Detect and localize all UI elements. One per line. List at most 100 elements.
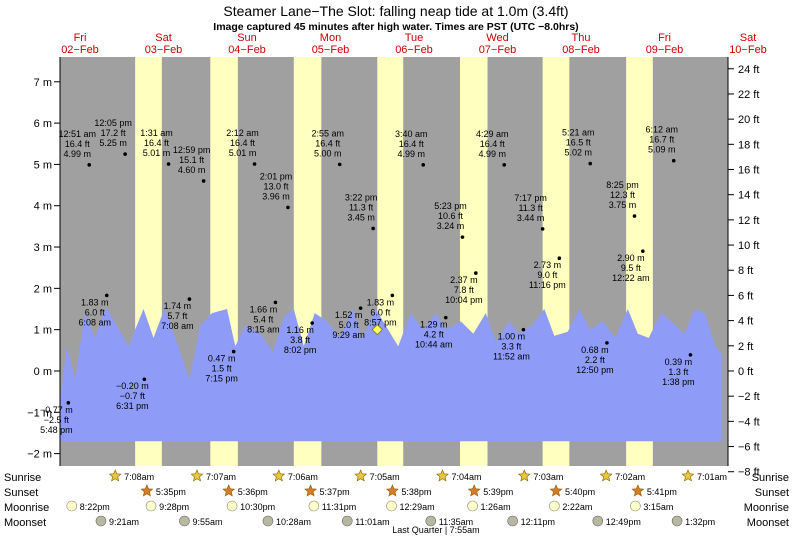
tide-m-8: 0.47 m <box>208 354 236 364</box>
moonrise-time-5: 1:26am <box>481 502 511 512</box>
sunset-time-6: 5:41pm <box>647 487 677 497</box>
sunset-icon-4 <box>467 484 481 497</box>
tide-m-19: 3.24 m <box>437 221 465 231</box>
tide-time-26: 12:50 pm <box>576 365 614 375</box>
right-tick-label-12: 16 ft <box>738 165 759 177</box>
moonset-icon-2 <box>262 515 274 527</box>
moonrise-time-3: 11:31pm <box>322 502 356 512</box>
day-date-3: 05−Feb <box>312 44 350 56</box>
tide-ft-19: 10.6 ft <box>438 211 464 221</box>
right-tick-label-0: −8 ft <box>738 467 760 479</box>
moonrise-icon-0 <box>66 500 78 512</box>
moonrise-icon-5 <box>467 500 478 512</box>
sunrise-icon-4 <box>436 469 449 482</box>
right-tick-label-3: −2 ft <box>738 391 760 403</box>
left-tick-label-7: 5 m <box>34 159 52 171</box>
tide-ft-26: 2.2 ft <box>585 355 606 365</box>
tide-point-18 <box>443 315 448 320</box>
day-dow-3: Mon <box>320 32 341 44</box>
left-tick-label-0: −2 m <box>27 449 52 461</box>
day-date-0: 02−Feb <box>61 44 99 56</box>
tide-m-23: 3.44 m <box>517 213 545 223</box>
tide-ft-20: 7.8 ft <box>454 285 475 295</box>
tide-point-14 <box>358 306 363 310</box>
tide-ft-12: 3.8 ft <box>290 335 311 345</box>
tide-m-4: −0.20 m <box>116 381 149 391</box>
tide-point-9 <box>252 162 257 166</box>
day-dow-7: Fri <box>658 32 671 44</box>
tide-m-28: 2.90 m <box>617 253 645 263</box>
tide-ft-27: 12.3 ft <box>610 190 636 200</box>
tide-m-18: 1.29 m <box>420 320 448 330</box>
day-dow-0: Fri <box>74 32 87 44</box>
day-dow-5: Wed <box>486 32 508 44</box>
moon-phase-label: Last Quarter | 7:55am <box>392 525 479 535</box>
sunrise-time-4: 7:04am <box>451 472 481 482</box>
tide-point-4 <box>142 377 147 382</box>
tide-ft-14: 5.0 ft <box>339 320 360 330</box>
tide-ft-25: 16.5 ft <box>566 138 592 148</box>
sunrise-time-6: 7:02am <box>615 472 645 482</box>
sunrise-icon-6 <box>599 469 613 482</box>
tide-m-9: 5.01 m <box>229 148 257 158</box>
tide-time-21: 4:29 am <box>476 129 509 139</box>
tide-time-14: 9:29 am <box>332 330 365 340</box>
day-date-4: 06−Feb <box>395 44 433 56</box>
current-position-marker <box>371 324 383 336</box>
moonrise-time-4: 12:29am <box>400 502 435 512</box>
moonset-icon-3 <box>341 515 353 527</box>
left-tick-label-2: 0 m <box>34 366 52 378</box>
moonrise-icon-4 <box>386 500 397 512</box>
sunset-icon-5 <box>549 484 563 497</box>
day-dow-6: Thu <box>572 32 591 44</box>
moonrise-icon-7 <box>630 500 641 512</box>
moonrise-icon-6 <box>549 500 560 512</box>
tide-time-25: 5:21 am <box>562 128 595 138</box>
day-date-1: 03−Feb <box>145 44 183 56</box>
moonrise-icon-1 <box>145 500 157 512</box>
sunrise-time-2: 7:06am <box>288 472 318 482</box>
tide-point-8 <box>231 349 236 354</box>
tide-m-2: 1.83 m <box>81 297 109 307</box>
row-label-sunset-left: Sunset <box>4 487 38 499</box>
tide-m-29: 5.09 m <box>648 145 676 155</box>
tide-time-16: 8:57 pm <box>364 317 397 327</box>
tide-ft-21: 16.4 ft <box>480 139 506 149</box>
tide-m-25: 5.02 m <box>564 148 592 158</box>
day-labels: Fri02−FebSat03−FebSun04−FebMon05−FebTue0… <box>61 32 767 56</box>
tide-point-28 <box>641 249 645 253</box>
tide-ft-17: 16.4 ft <box>399 139 425 149</box>
tide-time-17: 3:40 am <box>395 129 428 139</box>
right-axis: −8 ft −6 ft −4 ft −2 ft 0 ft 2 ft 4 ft 6 ft 8 ft… <box>727 57 760 479</box>
left-tick-label-9: 7 m <box>34 77 52 89</box>
left-axis: −2 m −1 m 0 m 1 m 2 m 3 m 4 m 5 m 6 m 7 m <box>27 57 61 466</box>
tide-m-13: 5.00 m <box>314 148 342 158</box>
day-dow-2: Sun <box>237 32 257 44</box>
moonset-icon-0 <box>95 515 107 527</box>
moonrise-time-0: 8:22pm <box>80 502 110 512</box>
moonrise-time-1: 9:28pm <box>159 502 189 512</box>
tide-ft-30: 1.3 ft <box>668 367 689 377</box>
right-tick-label-10: 12 ft <box>738 215 759 227</box>
sunrise-icon-1 <box>190 469 204 482</box>
tide-point-17 <box>421 163 426 167</box>
moonset-icon-4 <box>425 515 437 527</box>
tide-time-10: 8:15 am <box>247 324 280 334</box>
sunset-icon-2 <box>304 484 318 497</box>
tide-point-27 <box>632 214 637 218</box>
sunrise-icon-2 <box>272 469 286 482</box>
tide-m-1: 4.99 m <box>63 149 91 159</box>
moonset-icon-5 <box>507 515 518 527</box>
tide-ft-1: 16.4 ft <box>65 139 91 149</box>
chart-subtitle: Image captured 45 minutes after high wat… <box>213 21 578 33</box>
tide-time-6: 7:08 am <box>161 321 194 331</box>
right-tick-label-6: 4 ft <box>738 316 753 328</box>
day-dow-8: Sat <box>740 32 757 44</box>
row-label-moonrise-left: Moonrise <box>4 502 49 514</box>
tide-time-28: 12:22 am <box>612 273 650 283</box>
moonrise-time-6: 2:22am <box>562 502 592 512</box>
tide-point-7 <box>201 179 206 183</box>
sunset-icon-3 <box>385 484 399 497</box>
row-label-sunset-right: Sunset <box>755 487 789 499</box>
day-date-6: 08−Feb <box>562 44 600 56</box>
